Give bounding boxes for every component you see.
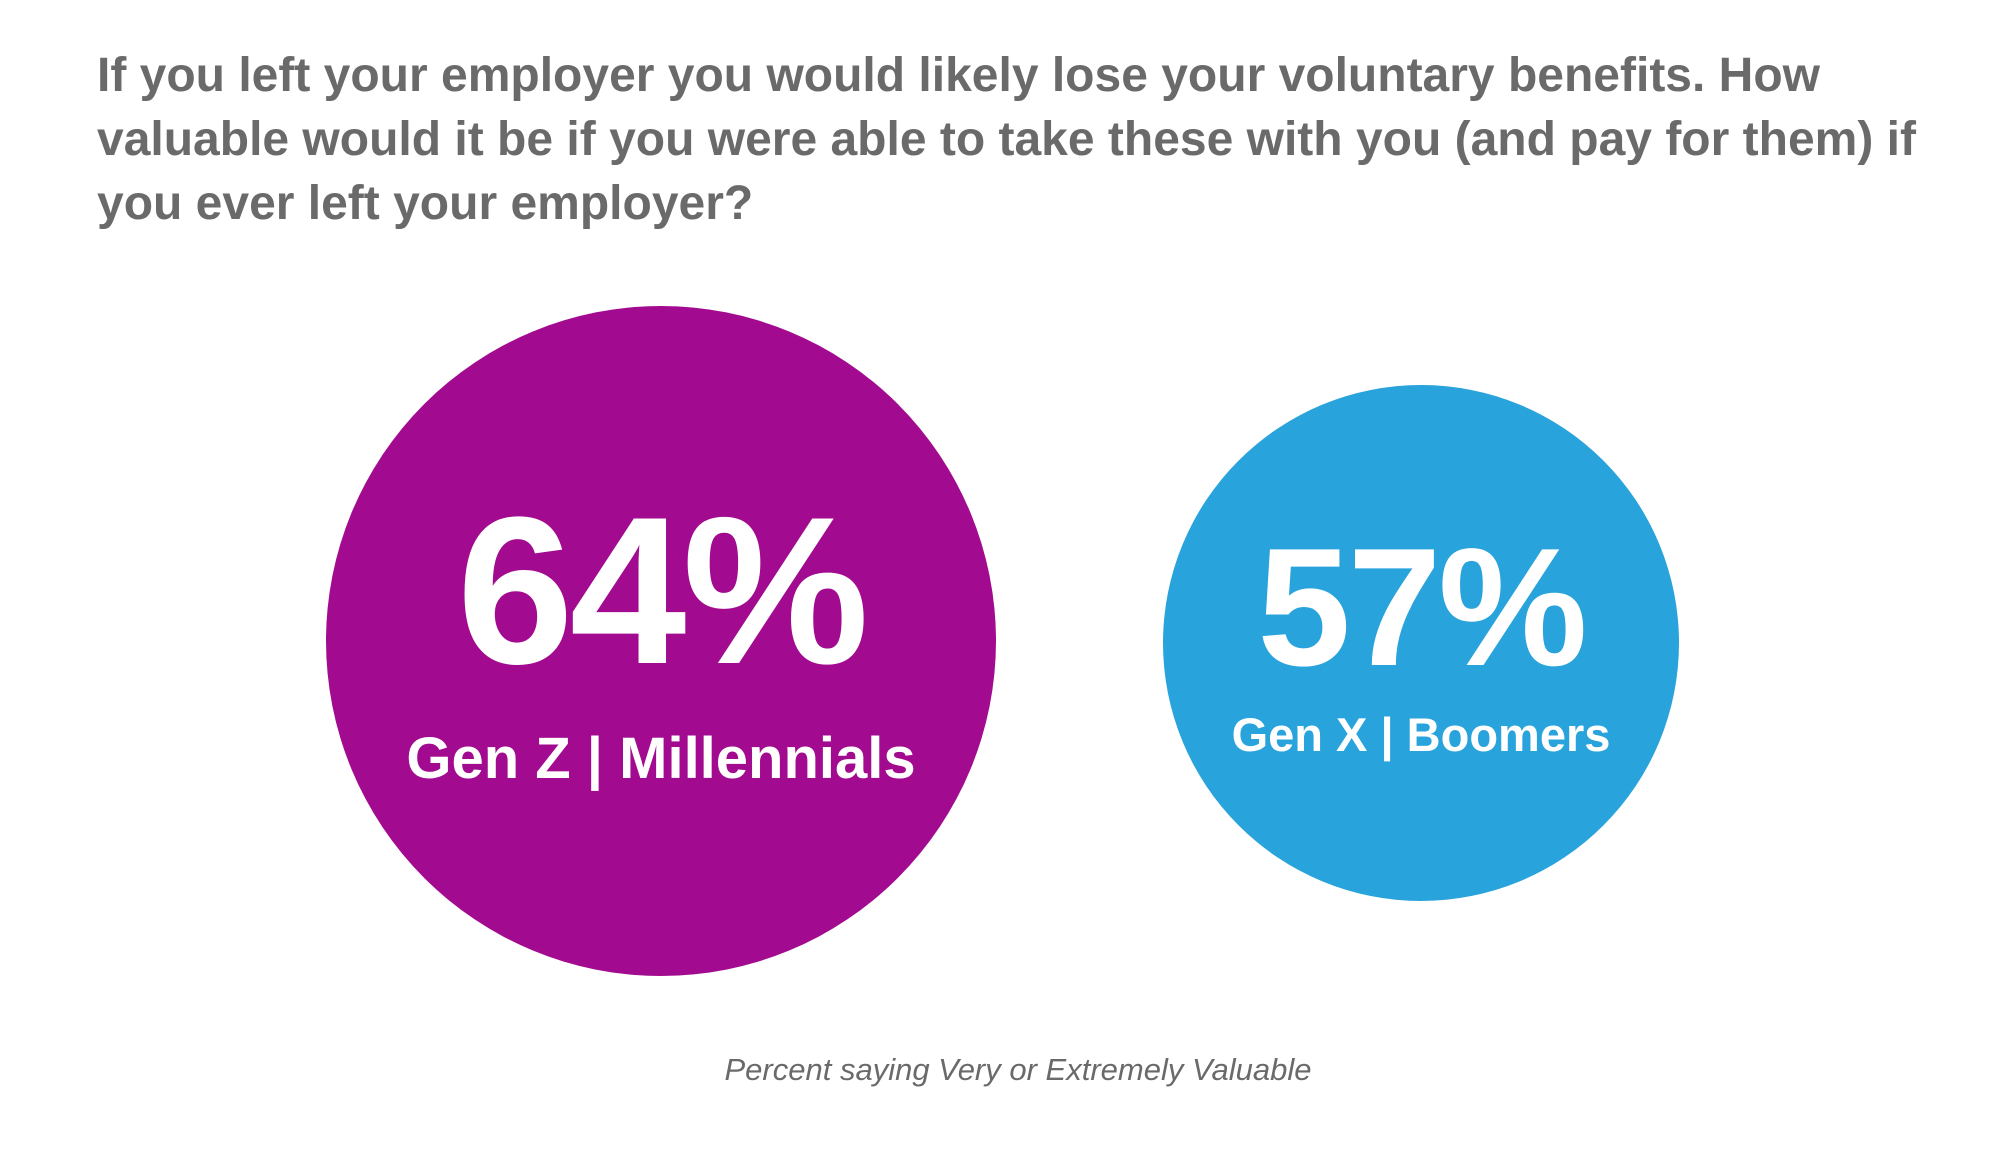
chart-footnote: Percent saying Very or Extremely Valuabl… <box>724 1052 1312 1087</box>
bubble-value-gen-x-boomers: 57% <box>1257 513 1587 701</box>
survey-question-title: If you left your employer you would like… <box>97 49 1916 230</box>
bubble-gen-z-millennials: 64% Gen Z | Millennials <box>326 306 996 976</box>
bubble-label-gen-x-boomers: Gen X | Boomers <box>1231 708 1611 761</box>
bubble-label-gen-z-millennials: Gen Z | Millennials <box>406 726 916 791</box>
bubble-value-gen-z-millennials: 64% <box>456 473 869 708</box>
bubble-gen-x-boomers: 57% Gen X | Boomers <box>1163 385 1679 901</box>
